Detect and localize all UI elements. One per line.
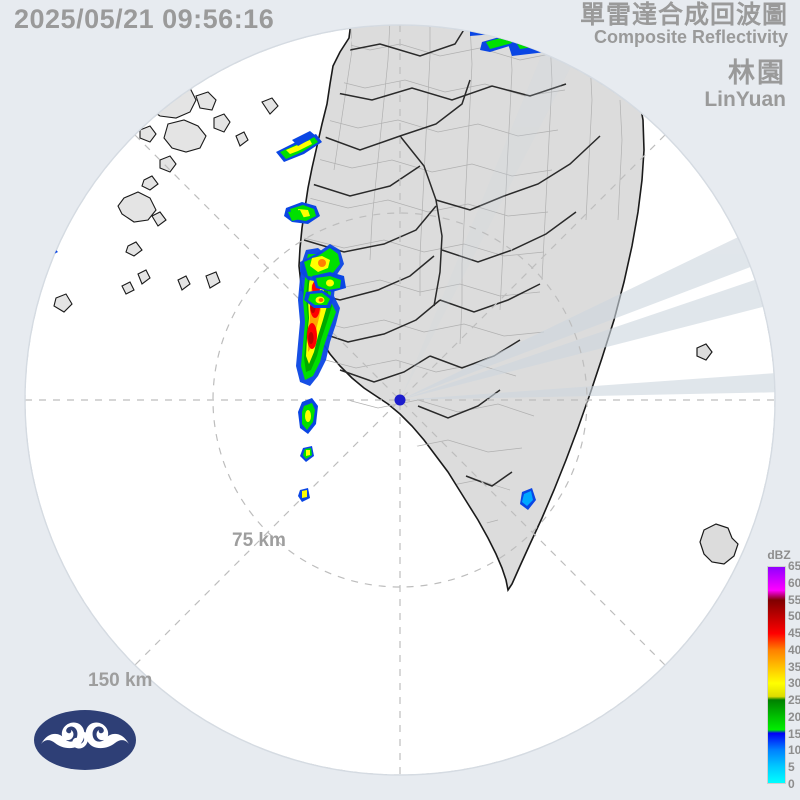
title-en: Composite Reflectivity <box>593 26 788 47</box>
legend-tick-0: 0 <box>788 777 795 791</box>
county-boundaries <box>300 25 601 487</box>
legend-tick-25: 25 <box>788 693 800 708</box>
legend-tick-60: 60 <box>788 575 800 590</box>
title-zh: 單雷達合成回波圖 <box>579 1 788 29</box>
legend-tick-65: 65 <box>788 559 800 573</box>
legend-title: dBZ <box>767 548 791 562</box>
legend-color-bar <box>767 566 786 784</box>
range-circle-edge <box>24 24 776 776</box>
cwa-logo <box>34 710 136 770</box>
legend-tick-5: 5 <box>788 760 795 775</box>
legend-tick-labels: 65 60 55 50 45 40 35 30 25 20 15 10 5 0 <box>788 559 800 791</box>
legend-tick-15: 15 <box>788 726 800 741</box>
range-rings <box>25 25 775 775</box>
legend-tick-30: 30 <box>788 676 800 691</box>
legend-tick-20: 20 <box>788 709 800 724</box>
legend-tick-45: 45 <box>788 626 800 641</box>
dbz-color-legend: dBZ 65 60 55 50 45 40 35 30 25 20 15 10 5 0 <box>762 548 800 798</box>
legend-tick-35: 35 <box>788 659 800 674</box>
title-block: 單雷達合成回波圖 Composite Reflectivity <box>580 2 788 47</box>
station-block: 林園 LinYuan <box>704 58 786 111</box>
echo-penghu-cells <box>36 131 316 258</box>
geography-layer <box>25 25 775 775</box>
echo-coastal-line-north <box>300 244 346 308</box>
range-ring-label-75: 75 km <box>232 530 286 551</box>
echo-isolated-cell-east <box>520 488 536 510</box>
station-name-en: LinYuan <box>704 88 786 112</box>
range-ring-label-150: 150 km <box>88 670 153 691</box>
timestamp-label: 2025/05/21 09:56:16 <box>14 4 275 34</box>
legend-tick-40: 40 <box>788 642 800 657</box>
legend-tick-55: 55 <box>788 592 800 607</box>
logo-wind-mark <box>41 722 129 749</box>
legend-tick-50: 50 <box>788 609 800 624</box>
echo-isolated-cells-sw <box>298 398 318 502</box>
echo-offshore-cell-north <box>276 134 322 162</box>
station-name-zh: 林園 <box>728 58 786 88</box>
beam-blockage-sectors <box>400 25 775 400</box>
township-boundaries <box>300 25 623 529</box>
legend-tick-10: 10 <box>788 743 800 758</box>
radar-site-marker <box>394 394 406 406</box>
echo-penghu-south-cell <box>288 210 304 221</box>
taiwan-landmass <box>298 25 645 593</box>
